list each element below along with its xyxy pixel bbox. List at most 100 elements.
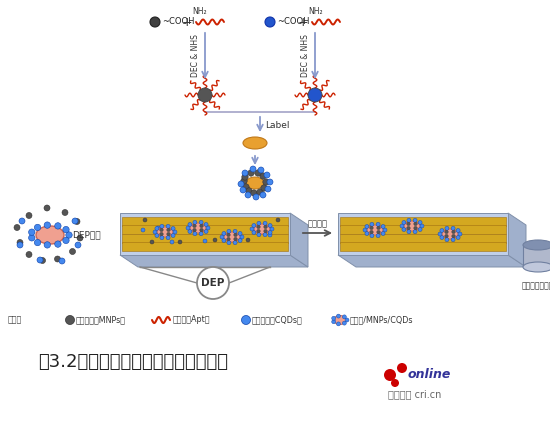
Circle shape <box>407 218 411 222</box>
Polygon shape <box>340 233 506 243</box>
Circle shape <box>246 238 250 242</box>
Circle shape <box>238 181 244 187</box>
Circle shape <box>29 229 35 236</box>
Circle shape <box>248 170 254 176</box>
Circle shape <box>376 234 380 238</box>
Text: Label: Label <box>265 120 289 129</box>
Circle shape <box>200 228 204 232</box>
Text: 目标菌/MNPs/CQDs: 目标菌/MNPs/CQDs <box>350 316 414 324</box>
Circle shape <box>418 220 422 224</box>
Text: 荧光检测微系统: 荧光检测微系统 <box>522 281 550 290</box>
Circle shape <box>227 233 230 237</box>
Ellipse shape <box>367 225 383 235</box>
Text: 荧光检测: 荧光检测 <box>307 219 327 228</box>
Circle shape <box>155 233 159 238</box>
Circle shape <box>456 229 460 233</box>
Circle shape <box>178 240 182 244</box>
Circle shape <box>188 229 192 233</box>
Polygon shape <box>338 213 508 255</box>
Circle shape <box>365 232 369 236</box>
Circle shape <box>153 230 157 234</box>
Circle shape <box>150 240 154 244</box>
Ellipse shape <box>190 223 206 233</box>
Polygon shape <box>508 213 526 267</box>
Circle shape <box>37 257 43 263</box>
Circle shape <box>245 192 251 198</box>
Circle shape <box>265 186 271 192</box>
Circle shape <box>370 226 373 229</box>
Circle shape <box>413 218 417 222</box>
Circle shape <box>381 232 385 236</box>
Circle shape <box>263 179 269 185</box>
Circle shape <box>255 170 261 176</box>
Circle shape <box>241 178 247 184</box>
Circle shape <box>456 236 460 239</box>
Circle shape <box>400 224 404 228</box>
Circle shape <box>34 239 41 246</box>
Ellipse shape <box>523 262 550 272</box>
Circle shape <box>261 185 267 191</box>
Circle shape <box>267 179 273 185</box>
Circle shape <box>264 172 270 178</box>
Text: 纳米磁珠（MNPs）: 纳米磁珠（MNPs） <box>76 316 126 324</box>
Circle shape <box>200 224 204 228</box>
Circle shape <box>376 222 380 226</box>
Text: 碳量子点（CQDs）: 碳量子点（CQDs） <box>252 316 302 324</box>
Circle shape <box>77 235 83 241</box>
Circle shape <box>420 224 424 228</box>
Circle shape <box>44 242 51 248</box>
Circle shape <box>414 226 417 230</box>
Circle shape <box>241 316 250 324</box>
Circle shape <box>62 210 68 216</box>
Circle shape <box>54 223 61 229</box>
Ellipse shape <box>246 177 264 189</box>
Circle shape <box>451 226 455 230</box>
Circle shape <box>240 187 246 193</box>
Circle shape <box>265 17 275 27</box>
Circle shape <box>238 232 242 236</box>
Circle shape <box>204 229 208 233</box>
Text: 目标菌: 目标菌 <box>8 316 22 324</box>
Circle shape <box>63 237 69 244</box>
Circle shape <box>257 221 261 225</box>
Circle shape <box>445 238 449 242</box>
Circle shape <box>238 239 242 242</box>
Circle shape <box>155 226 159 230</box>
Circle shape <box>253 194 259 200</box>
Circle shape <box>381 224 385 229</box>
Ellipse shape <box>404 221 420 231</box>
Circle shape <box>206 226 210 230</box>
Circle shape <box>233 241 237 245</box>
Circle shape <box>54 241 61 247</box>
Polygon shape <box>120 213 290 255</box>
Text: +: + <box>182 16 192 29</box>
Circle shape <box>166 236 170 240</box>
Text: NH₂: NH₂ <box>308 7 323 16</box>
Circle shape <box>451 238 455 242</box>
Circle shape <box>252 230 256 235</box>
Circle shape <box>268 223 272 227</box>
Circle shape <box>342 321 346 325</box>
Circle shape <box>213 238 217 242</box>
Circle shape <box>263 221 267 225</box>
Circle shape <box>197 267 229 299</box>
Circle shape <box>332 320 336 324</box>
Polygon shape <box>340 217 506 226</box>
Circle shape <box>246 188 252 194</box>
Polygon shape <box>122 217 288 226</box>
Circle shape <box>143 218 147 222</box>
Circle shape <box>242 174 248 180</box>
Circle shape <box>332 316 336 320</box>
Text: DEP富集: DEP富集 <box>72 230 101 239</box>
Circle shape <box>402 227 406 232</box>
Circle shape <box>34 224 41 231</box>
Circle shape <box>370 222 374 226</box>
Circle shape <box>413 229 417 234</box>
Circle shape <box>251 190 257 196</box>
Circle shape <box>171 233 175 238</box>
Text: DEP: DEP <box>201 278 225 288</box>
Circle shape <box>160 236 164 240</box>
Circle shape <box>257 189 263 195</box>
Text: 图3.2细菌标记富集及检测流程示意图: 图3.2细菌标记富集及检测流程示意图 <box>38 353 228 371</box>
Text: 国际在线 cri.cn: 国际在线 cri.cn <box>388 389 441 399</box>
